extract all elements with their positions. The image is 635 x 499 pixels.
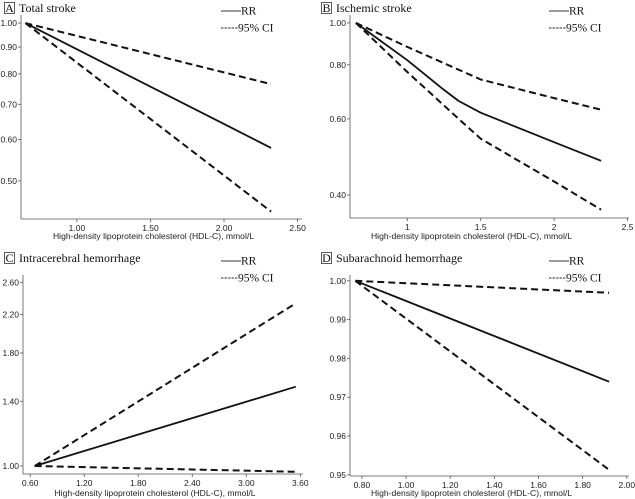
x-tick-label: 1.20 <box>76 478 93 488</box>
x-tick-label: 3.60 <box>292 478 309 488</box>
ci-upper-line <box>34 302 297 467</box>
x-tick-label: 2.40 <box>184 478 201 488</box>
rr-line <box>34 385 297 467</box>
y-tick-label: 1.00 <box>329 276 346 286</box>
x-tick-label: 1.5 <box>475 222 487 232</box>
legend-rr-label: RR <box>241 256 257 268</box>
x-tick-label: 1.00 <box>69 223 86 233</box>
panel-title: Ischemic stroke <box>336 1 412 15</box>
x-tick-label: 1.60 <box>530 480 547 490</box>
y-tick-label: 0.97 <box>329 392 346 402</box>
panel-letter-box <box>4 252 15 264</box>
legend-ci-label: 95% CI <box>238 23 274 35</box>
panel-letter: D <box>322 251 331 265</box>
x-tick-label: 2.00 <box>619 480 635 490</box>
y-tick-label: 0.80 <box>329 60 346 70</box>
ci-lower-line <box>34 465 296 473</box>
y-tick-label: 0.80 <box>0 69 17 79</box>
y-tick-label: 0.60 <box>329 114 346 124</box>
panel-title: Intracerebral hemorrhage <box>19 251 141 265</box>
ci-lower-line <box>355 22 602 211</box>
panel-letter-box <box>321 252 332 264</box>
x-axis-label: High-density lipoprotein cholesterol (HD… <box>371 231 572 241</box>
panel-d: D Subarachnoid hemorrhage RR 95% CI 1.00 0.99… <box>321 251 635 498</box>
x-tick-label: 1.40 <box>486 480 503 490</box>
x-tick-label: 1.20 <box>442 480 459 490</box>
y-tick-label: 0.95 <box>329 470 346 480</box>
panel-letter: A <box>5 1 14 15</box>
panel-letter-box <box>321 2 332 14</box>
ci-upper-line <box>355 279 610 294</box>
y-tick-label: 0.96 <box>329 431 346 441</box>
y-tick-label: 0.50 <box>0 176 17 186</box>
y-tick-label: 1.80 <box>2 348 19 358</box>
y-tick-label: 0.40 <box>329 190 346 200</box>
x-tick-label: 1.80 <box>574 480 591 490</box>
legend-ci-label: 95% CI <box>238 273 274 285</box>
legend-rr-label: RR <box>569 256 585 268</box>
legend-ci-label: 95% CI <box>566 23 602 35</box>
ci-upper-line <box>355 21 602 111</box>
panel-title: Total stroke <box>19 1 76 15</box>
x-tick-label: 1 <box>405 222 410 232</box>
y-tick-label: 1.00 <box>329 18 346 28</box>
legend-ci-label: 95% CI <box>566 273 602 285</box>
y-tick-label: 2.20 <box>2 309 19 319</box>
ci-upper-line <box>25 22 272 86</box>
rr-line <box>24 22 272 149</box>
x-tick-label: 2.00 <box>216 223 233 233</box>
y-tick-label: 1.00 <box>0 18 17 28</box>
y-tick-label: 1.40 <box>2 396 19 406</box>
x-tick-label: 2.5 <box>622 222 634 232</box>
x-tick-label: 2 <box>552 222 557 232</box>
y-tick-label: 0.90 <box>0 42 17 52</box>
panel-b: B Ischemic stroke RR 95% CI 1.00 0.80 0.60 0.40… <box>321 1 634 241</box>
legend-rr-label: RR <box>241 6 257 18</box>
y-tick-label: 0.98 <box>329 353 346 363</box>
panel-c: C Intracerebral hemorrhage RR 95% CI 2.60 2.2… <box>2 251 308 498</box>
x-tick-label: 1.00 <box>398 480 415 490</box>
y-tick-label: 2.60 <box>2 277 19 287</box>
x-axis-label: High-density lipoprotein cholesterol (HD… <box>371 488 572 498</box>
ci-lower-line <box>354 279 610 471</box>
y-tick-label: 0.70 <box>0 99 17 109</box>
x-tick-label: 2.50 <box>289 223 306 233</box>
x-tick-label: 0.60 <box>22 478 39 488</box>
x-tick-label: 1.80 <box>130 478 147 488</box>
y-tick-label: 1.00 <box>2 461 19 471</box>
y-tick-label: 0.60 <box>0 134 17 144</box>
x-tick-label: 1.50 <box>142 223 159 233</box>
y-tick-label: 0.99 <box>329 315 346 325</box>
panel-a: A Total stroke RR 95% CI 1.00 0.90 0.80 0.70 0.6… <box>0 1 306 241</box>
panel-letter-box <box>4 2 15 14</box>
x-tick-label: 3.00 <box>238 478 255 488</box>
x-axis-label: High-density lipoprotein cholesterol (HD… <box>53 231 254 241</box>
panel-letter: C <box>5 251 13 265</box>
legend-rr-label: RR <box>569 6 585 18</box>
ci-lower-line <box>24 22 272 213</box>
panel-letter: B <box>322 1 330 15</box>
x-axis-label: High-density lipoprotein cholesterol (HD… <box>54 488 255 498</box>
rr-line <box>355 22 602 162</box>
x-tick-label: 0.80 <box>354 480 371 490</box>
rr-line <box>354 279 610 383</box>
panel-title: Subarachnoid hemorrhage <box>336 251 462 265</box>
